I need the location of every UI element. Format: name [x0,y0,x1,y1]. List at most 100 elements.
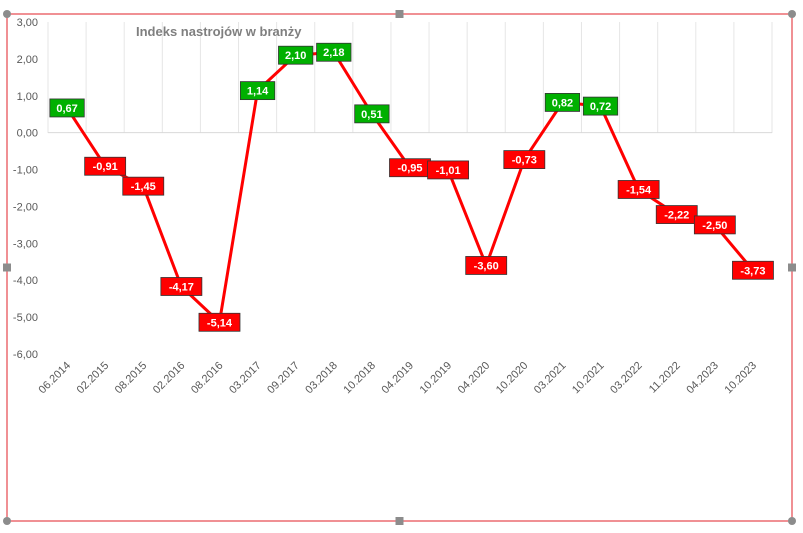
data-label: 0,72 [582,96,619,116]
y-tick-label: -1,00 [13,165,38,177]
y-tick-label: -3,00 [13,238,38,250]
selection-frame[interactable] [3,10,796,525]
data-label-text: 0,72 [590,101,611,113]
data-label-text: -4,17 [169,281,194,293]
data-label-text: -1,54 [626,184,652,196]
data-label-box [122,176,165,196]
y-tick-label: -6,00 [13,349,38,361]
data-label-box [198,312,241,332]
data-label: 0,82 [544,93,581,112]
data-label-box [49,98,85,118]
data-label: -4,17 [160,277,203,296]
x-tick-label: 03.2021 [532,360,569,397]
x-tick-label: 04.2023 [684,360,721,397]
x-tick-label: 06.2014 [37,360,74,397]
data-labels: 0,67 -0,91 -1,45 -4,17 -5,14 1,14 2,10 2,18 0,51… [49,42,774,332]
data-label-box [503,150,546,169]
data-label: 0,51 [354,104,390,124]
data-label-box [427,160,470,180]
resize-handle-corner[interactable] [3,517,11,525]
data-label: 0,67 [49,98,85,118]
data-label-box [84,156,127,176]
data-label: -5,14 [198,312,241,332]
x-tick-label: 10.2023 [722,360,759,397]
resize-handle-corner[interactable] [3,10,11,18]
data-label: 2,18 [316,42,352,62]
data-label-text: -2,50 [702,220,727,232]
y-tick-label: -2,00 [13,201,38,213]
data-label-text: 2,18 [323,47,344,59]
selection-border [6,13,793,522]
data-label-box [693,215,736,235]
x-tick-label: 04.2019 [380,360,417,397]
resize-handle-edge[interactable] [395,10,404,18]
data-label: -2,22 [655,205,698,224]
data-label: -0,95 [389,158,431,178]
y-axis: 3,00 2,00 1,00 0,00 -1,00 -2,00 -3,00 -4,00 -5,0… [13,17,38,361]
data-label: -2,50 [693,215,736,235]
data-label-text: -0,91 [93,161,118,173]
data-label-box [160,277,203,296]
data-label-text: 0,82 [552,97,573,109]
x-tick-label: 02.2016 [151,360,188,397]
data-label: -0,91 [84,156,127,176]
gridlines [47,22,773,134]
x-axis: 06.2014 02.2015 08.2015 02.2016 08.2016 03.20… [37,360,759,397]
data-label-box [316,42,352,62]
data-label-text: -2,22 [664,210,689,222]
data-label-text: -1,01 [436,165,461,177]
data-label: -1,45 [122,176,165,196]
y-tick-label: -4,00 [13,275,38,287]
resize-handle-corner[interactable] [788,10,796,18]
x-tick-label: 10.2021 [570,360,607,397]
data-label-text: -0,73 [512,155,537,167]
x-tick-label: 10.2018 [341,360,378,397]
data-label-box [732,260,774,280]
data-label-text: -0,95 [397,163,422,175]
data-label-text: 1,14 [247,86,269,98]
x-tick-label: 10.2020 [494,360,531,397]
x-tick-label: 10.2019 [418,360,455,397]
data-label-box [239,81,276,101]
data-label: -3,60 [465,256,508,275]
data-label: 1,14 [239,81,276,101]
x-tick-label: 08.2015 [113,360,150,397]
data-label: -1,54 [617,180,660,199]
data-label-text: 0,51 [361,109,382,121]
x-tick-label: 03.2017 [227,360,264,397]
x-tick-label: 02.2015 [75,360,112,397]
x-tick-label: 03.2018 [303,360,340,397]
x-tick-label: 08.2016 [189,360,226,397]
data-label-text: 0,67 [56,103,77,115]
data-label-text: -3,60 [474,260,499,272]
data-label-text: -1,45 [131,181,156,193]
resize-handle-edge[interactable] [395,517,404,525]
data-label: 2,10 [278,45,314,65]
y-tick-label: 0,00 [17,128,38,140]
y-tick-label: -5,00 [13,312,38,324]
data-label: -0,73 [503,150,546,169]
y-tick-label: 2,00 [17,54,38,66]
data-label-text: -5,14 [207,317,233,329]
data-label-text: -3,73 [740,265,765,277]
y-tick-label: 3,00 [17,17,38,29]
resize-handle-edge[interactable] [3,263,11,272]
data-label-box [655,205,698,224]
data-label: -3,73 [732,260,774,280]
x-tick-label: 03.2022 [608,360,645,397]
y-tick-label: 1,00 [17,91,38,103]
data-label-box [278,45,314,65]
data-label-box [354,104,390,124]
chart-title: Indeks nastrojów w branży [136,24,302,39]
data-label: -1,01 [427,160,470,180]
data-label-box [544,93,581,112]
data-label-box [465,256,508,275]
x-tick-label: 09.2017 [265,360,302,397]
data-label-box [582,96,619,116]
data-label-text: 2,10 [285,50,306,62]
data-label-box [617,180,660,199]
resize-handle-edge[interactable] [788,263,796,272]
resize-handle-corner[interactable] [788,517,796,525]
